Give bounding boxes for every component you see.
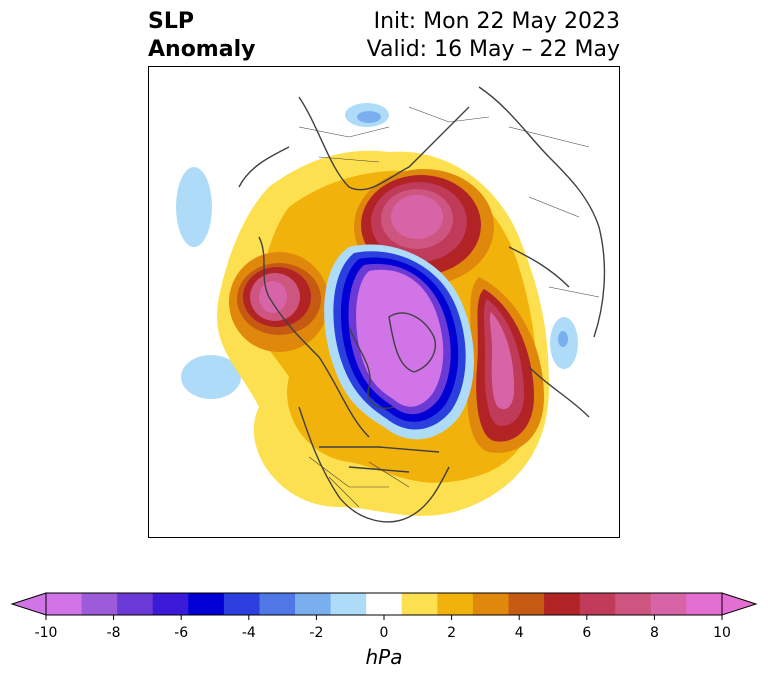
colorbar-tick-label: 6 <box>582 625 591 641</box>
title-line-1: SLP <box>148 9 194 34</box>
colorbar-graphic: -10 -8 -6 -4 -2 0 2 4 6 8 10 <box>10 592 758 641</box>
weak-negative-europe-core <box>357 111 381 123</box>
colorbar-tick-label: -8 <box>107 625 121 641</box>
colorbar-swatch <box>650 593 687 615</box>
colorbar-swatch <box>46 593 83 615</box>
colorbar-swatch <box>472 593 510 615</box>
colorbar-swatch <box>579 593 616 615</box>
colorbar-swatch <box>437 593 474 615</box>
colorbar-swatch <box>401 593 438 615</box>
positive-anomaly-scandinavia-core <box>391 195 443 239</box>
colorbar-tick-label: -4 <box>242 625 256 641</box>
colorbar-swatch <box>81 593 118 615</box>
positive-anomaly-alaska-core <box>259 281 287 313</box>
valid-time: Init: Mon 22 May 2023 Valid: 16 May – 22… <box>367 8 620 64</box>
colorbar-tick-label: 2 <box>447 625 456 641</box>
colorbar-tick-label: -10 <box>35 625 58 641</box>
colorbar-swatch <box>117 593 154 615</box>
colorbar-tick-label: -6 <box>174 625 188 641</box>
valid-range-label: Valid: 16 May – 22 May <box>366 37 620 62</box>
colorbar-swatch <box>259 593 296 615</box>
colorbar-tick-label: 0 <box>380 625 389 641</box>
map-panel <box>148 66 620 538</box>
colorbar-swatch <box>295 593 332 615</box>
colorbar-swatch <box>188 593 225 615</box>
colorbar-tick-label: -2 <box>309 625 323 641</box>
weak-negative-east-core <box>558 331 568 347</box>
political-borders <box>298 106 600 508</box>
colorbar-swatch <box>615 593 652 615</box>
map-title: SLP Anomaly <box>148 8 255 64</box>
colorbar-swatch <box>686 593 723 615</box>
colorbar-extend-max <box>721 592 758 616</box>
colorbar-extend-min <box>10 592 47 616</box>
anomaly-map <box>176 86 606 523</box>
colorbar-swatch <box>508 593 545 615</box>
init-time-label: Init: Mon 22 May 2023 <box>373 9 620 34</box>
colorbar-tick-label: 10 <box>713 625 731 641</box>
negative-anomaly-arctic-core <box>356 269 444 407</box>
colorbar-swatch <box>223 593 260 615</box>
colorbar-swatch <box>544 593 581 615</box>
weak-negative-atlantic <box>181 355 241 399</box>
colorbar-swatch <box>152 593 189 615</box>
title-line-2: Anomaly <box>148 37 256 62</box>
colorbar: -10 -8 -6 -4 -2 0 2 4 6 8 10 <box>0 580 768 684</box>
colorbar-tick-label: 4 <box>515 625 524 641</box>
colorbar-swatch <box>330 593 367 615</box>
colorbar-tick-label: 8 <box>650 625 659 641</box>
coastlines <box>238 86 606 523</box>
weak-negative-pacific <box>176 167 212 247</box>
positive-anomaly-east-siberia-core <box>490 312 515 410</box>
colorbar-swatch <box>366 593 403 615</box>
colorbar-unit-label: hPa <box>365 645 403 669</box>
